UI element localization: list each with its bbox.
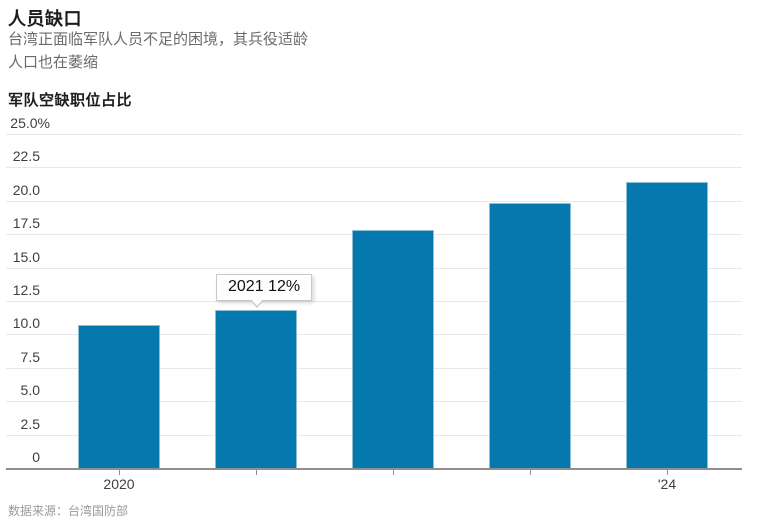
y-gridline (6, 200, 742, 202)
y-axis-tick-label: 22.5 (12, 148, 40, 165)
tooltip: 2021 12% (216, 274, 313, 308)
tooltip-caret-icon (250, 298, 264, 306)
x-axis-tick (530, 470, 531, 475)
y-gridline (6, 167, 742, 169)
chart-axis-title: 军队空缺职位占比 (8, 92, 133, 109)
y-axis-tick-label: 10.0 (12, 315, 40, 332)
bar-2023[interactable] (489, 203, 571, 468)
y-axis-tick-label: 5.0 (20, 382, 40, 399)
x-axis-tick-label: '24 (657, 476, 677, 492)
y-axis-tick-label: 15.0 (12, 248, 40, 265)
bar-2022[interactable] (352, 230, 434, 468)
chart-subtitle-line-2: 人口也在萎缩 (8, 54, 99, 71)
x-axis-line (6, 468, 742, 470)
y-axis-tick-label: 17.5 (12, 215, 40, 232)
tooltip-label: 2021 12% (228, 278, 301, 295)
x-axis-tick-label: 2020 (103, 476, 135, 492)
page-title: 人员缺口 (8, 9, 82, 29)
bar-2021[interactable] (215, 310, 297, 468)
bar-2024[interactable] (626, 182, 708, 468)
y-axis-tick-label: 12.5 (12, 282, 40, 298)
x-axis-tick (119, 470, 120, 475)
y-axis-tick-label: 20.0 (12, 181, 40, 198)
chart-subtitle-line-1: 台湾正面临军队人员不足的困境，其兵役适龄 (8, 31, 309, 48)
y-gridline (6, 134, 742, 135)
x-axis-tick (256, 470, 257, 475)
y-axis-tick-label: 25.0% (10, 115, 50, 131)
x-axis-tick (667, 470, 668, 475)
y-axis-tick-label: 0 (32, 449, 40, 465)
y-axis-tick-label: 2.5 (20, 415, 40, 432)
data-source-note: 数据来源：台湾国防部 (8, 504, 129, 518)
x-axis-tick (393, 470, 394, 475)
y-axis-tick-label: 7.5 (20, 348, 40, 365)
chart-subtitle: 台湾正面临军队人员不足的困境，其兵役适龄 人口也在萎缩 (8, 28, 428, 74)
bar-2020[interactable] (78, 325, 160, 468)
